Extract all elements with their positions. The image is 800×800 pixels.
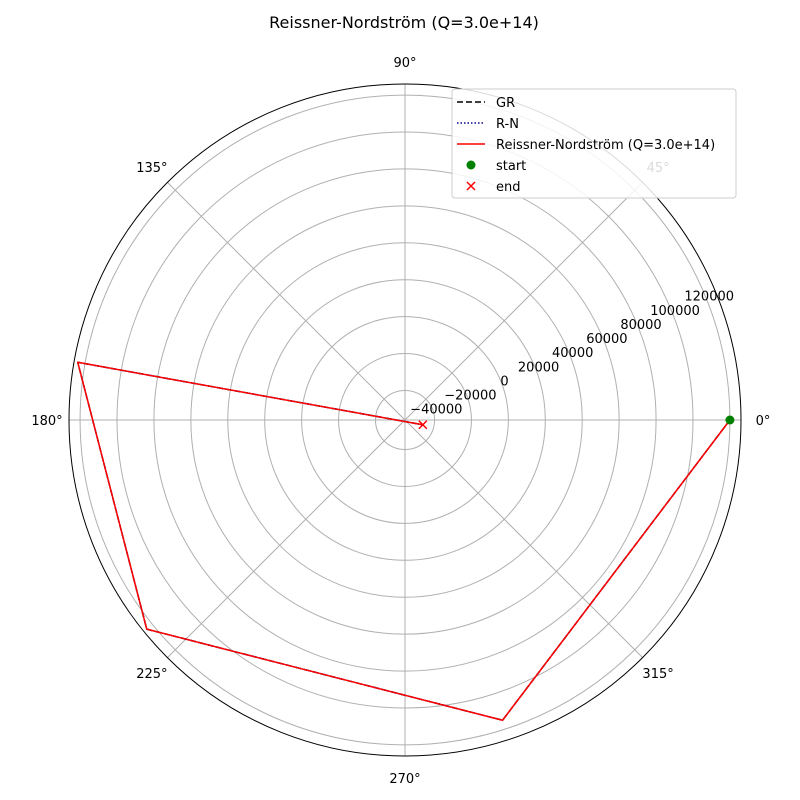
series-line-1 (76, 361, 731, 721)
tick-label-layer: 0°45°90°135°180°225°270°315°−40000−20000… (31, 56, 770, 787)
angular-gridline (404, 419, 643, 658)
radial-tick-label: 60000 (586, 332, 627, 347)
angular-gridline (167, 419, 406, 658)
polar-frame (68, 83, 742, 757)
angle-tick-label: 0° (756, 414, 771, 429)
angle-tick-label: 315° (642, 667, 673, 682)
radial-tick-label: 80000 (620, 318, 661, 333)
angle-tick-label: 135° (136, 161, 167, 176)
angle-tick-label: 90° (393, 56, 416, 71)
legend-label-end: end (496, 180, 521, 195)
legend-marker-end (466, 181, 476, 191)
legend-label-start: start (496, 159, 526, 174)
legend-marker-start (466, 160, 476, 170)
angular-gridline (404, 182, 643, 421)
legend-label-1: R-N (496, 117, 519, 132)
radial-tick-label: 120000 (684, 290, 734, 305)
radial-tick-label: 20000 (518, 360, 559, 375)
angle-tick-label: 225° (136, 667, 167, 682)
legend-label-2: Reissner-Nordström (Q=3.0e+14) (496, 138, 715, 153)
angle-tick-label: 180° (31, 414, 62, 429)
marker-layer (418, 415, 735, 430)
start-marker (725, 415, 735, 425)
radial-tick-label: 100000 (650, 304, 700, 319)
series-line-0 (76, 361, 731, 721)
angular-gridline (167, 182, 406, 421)
chart-title: Reissner-Nordström (Q=3.0e+14) (269, 13, 539, 32)
radial-tick-label: −20000 (444, 389, 496, 404)
angle-tick-label: 270° (389, 772, 420, 787)
end-marker (418, 420, 428, 430)
legend: GR R-N Reissner-Nordström (Q=3.0e+14) start… (451, 88, 737, 199)
legend-box (451, 88, 737, 199)
series-layer (76, 361, 731, 721)
series-line-2 (76, 361, 731, 721)
radial-tick-label: 40000 (552, 346, 593, 361)
radial-tick-label: −40000 (410, 403, 462, 418)
legend-label-0: GR (496, 96, 515, 111)
radial-tick-label: 0 (500, 374, 508, 389)
